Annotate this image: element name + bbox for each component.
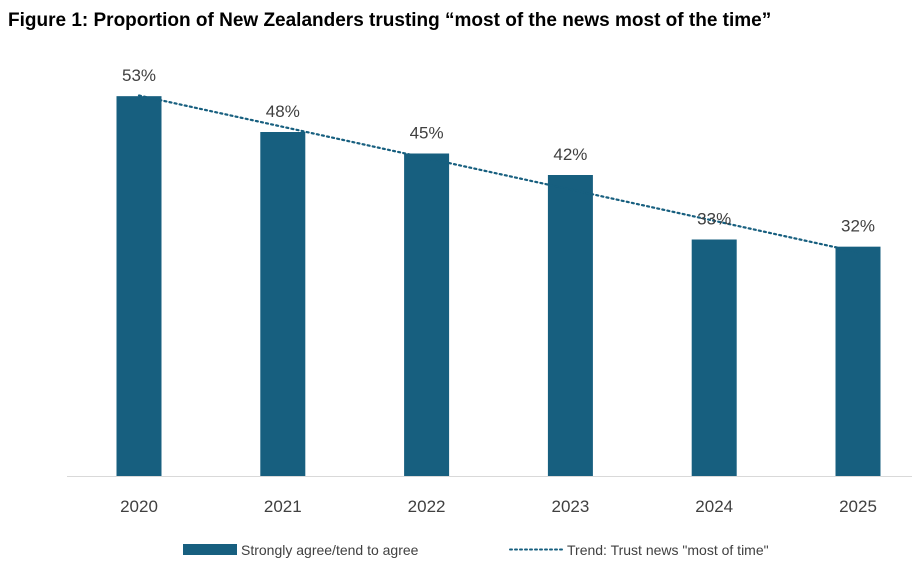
data-label: 53% [122,66,156,85]
data-label: 32% [841,217,875,236]
bar [835,246,881,476]
x-tick-label: 2024 [695,497,733,516]
trend-line [137,94,860,254]
legend-label-bar: Strongly agree/tend to agree [241,542,419,558]
bar [547,175,593,476]
bar [260,132,306,476]
chart-title: Figure 1: Proportion of New Zealanders t… [8,10,772,31]
data-label: 48% [266,102,300,121]
bar [691,239,737,476]
x-tick-label: 2021 [264,497,302,516]
x-tick-label: 2023 [551,497,589,516]
legend-swatch-bar [183,544,237,555]
x-tick-label: 2025 [839,497,877,516]
data-label: 33% [697,210,731,229]
x-tick-label: 2020 [120,497,158,516]
bar [404,153,450,476]
x-tick-label: 2022 [408,497,446,516]
legend-label-trend: Trend: Trust news "most of time" [567,542,769,558]
data-label: 42% [553,145,587,164]
data-label: 45% [410,124,444,143]
bar [116,96,162,477]
